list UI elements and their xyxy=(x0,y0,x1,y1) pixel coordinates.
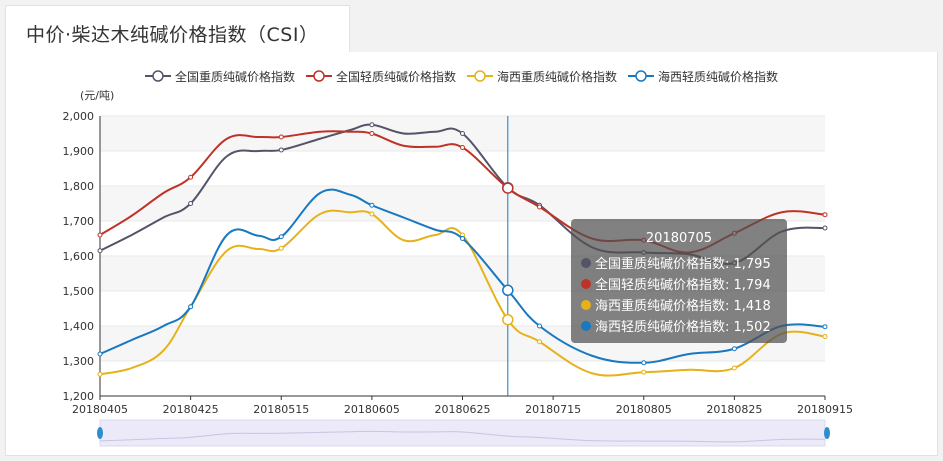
data-point[interactable] xyxy=(460,145,465,150)
series-line[interactable] xyxy=(99,209,826,377)
highlight-point[interactable] xyxy=(502,284,514,297)
data-point[interactable] xyxy=(537,339,543,345)
x-tick-label: 20180915 xyxy=(797,403,853,416)
tooltip-row: 海西重质纯碱价格指数: 1,418 xyxy=(581,295,771,314)
x-tick-label: 20180605 xyxy=(344,403,400,416)
data-point[interactable] xyxy=(188,174,194,180)
data-point[interactable] xyxy=(731,365,737,371)
x-tick-label: 20180405 xyxy=(72,403,128,416)
data-point[interactable] xyxy=(97,371,103,377)
legend-label: 全国轻质纯碱价格指数 xyxy=(336,69,457,84)
legend-item-haixi-heavy[interactable]: 海西重质纯碱价格指数 xyxy=(467,66,617,86)
y-axis-label: (元/吨) xyxy=(80,89,114,102)
data-point[interactable] xyxy=(641,360,647,366)
tooltip-row: 海西轻质纯碱价格指数: 1,502 xyxy=(581,316,771,335)
series-dot-icon xyxy=(581,257,591,268)
legend-item-national-heavy[interactable]: 全国重质纯碱价格指数 xyxy=(145,66,295,86)
data-point[interactable] xyxy=(278,234,284,240)
data-point[interactable] xyxy=(369,211,375,217)
chart-title: 中价·柴达木纯碱价格指数（CSI） xyxy=(26,24,319,46)
tooltip-row: 全国重质纯碱价格指数: 1,795 xyxy=(581,253,771,272)
data-point[interactable] xyxy=(369,131,375,136)
legend-label: 海西轻质纯碱价格指数 xyxy=(658,69,779,84)
legend: 全国重质纯碱价格指数 全国轻质纯碱价格指数 海西重质纯碱价格指数 海西轻质纯碱价… xyxy=(0,66,943,86)
legend-label: 海西重质纯碱价格指数 xyxy=(497,69,618,84)
data-point[interactable] xyxy=(822,212,828,218)
chart-tab[interactable]: 中价·柴达木纯碱价格指数（CSI） xyxy=(5,5,350,53)
zoom-handle-left[interactable] xyxy=(97,427,103,439)
data-point[interactable] xyxy=(369,202,375,208)
data-point[interactable] xyxy=(822,334,828,339)
y-tick-label: 2,000 xyxy=(63,110,95,123)
y-tick-label: 1,900 xyxy=(63,145,95,158)
x-tick-label: 20180805 xyxy=(616,403,672,416)
tooltip-value: 海西轻质纯碱价格指数: 1,502 xyxy=(595,320,771,335)
y-tick-label: 1,400 xyxy=(63,320,95,333)
zoom-handle-right[interactable] xyxy=(824,427,830,439)
data-point[interactable] xyxy=(731,346,737,352)
y-tick-label: 1,200 xyxy=(63,390,95,403)
data-point[interactable] xyxy=(460,236,465,241)
data-point[interactable] xyxy=(537,204,543,210)
highlight-point[interactable] xyxy=(502,182,514,194)
data-point[interactable] xyxy=(537,323,543,329)
legend-label: 全国重质纯碱价格指数 xyxy=(175,69,296,84)
data-point[interactable] xyxy=(278,134,284,140)
data-point[interactable] xyxy=(822,225,828,231)
data-point[interactable] xyxy=(822,324,828,330)
legend-item-haixi-light[interactable]: 海西轻质纯碱价格指数 xyxy=(628,66,778,86)
legend-item-national-light[interactable]: 全国轻质纯碱价格指数 xyxy=(306,66,456,86)
tooltip-value: 海西重质纯碱价格指数: 1,418 xyxy=(595,299,771,314)
y-tick-label: 1,300 xyxy=(63,355,95,368)
y-tick-label: 1,500 xyxy=(63,285,95,298)
tooltip-value: 全国重质纯碱价格指数: 1,795 xyxy=(595,257,771,272)
x-tick-label: 20180425 xyxy=(163,403,219,416)
grid-band xyxy=(100,186,825,221)
x-tick-label: 20180825 xyxy=(706,403,762,416)
data-point[interactable] xyxy=(97,248,103,254)
series-dot-icon xyxy=(581,299,591,310)
y-tick-label: 1,700 xyxy=(63,215,95,228)
series-line[interactable] xyxy=(99,188,826,364)
data-point[interactable] xyxy=(97,232,103,238)
tooltip-value: 全国轻质纯碱价格指数: 1,794 xyxy=(595,278,771,293)
zoom-preview-line xyxy=(99,430,826,443)
y-tick-label: 1,800 xyxy=(63,180,95,193)
series-dot-icon xyxy=(581,320,591,331)
highlight-point[interactable] xyxy=(502,313,514,326)
data-point[interactable] xyxy=(278,147,284,153)
data-point[interactable] xyxy=(97,351,103,357)
y-tick-label: 1,600 xyxy=(63,250,95,263)
grid-band xyxy=(100,151,825,186)
x-tick-label: 20180715 xyxy=(525,403,581,416)
tooltip-date: 20180705 xyxy=(645,231,713,246)
x-tick-label: 20180625 xyxy=(435,403,491,416)
data-point[interactable] xyxy=(641,369,647,375)
data-point[interactable] xyxy=(188,201,194,206)
tooltip-row: 全国轻质纯碱价格指数: 1,794 xyxy=(581,274,771,293)
grid-band xyxy=(100,361,825,396)
data-point[interactable] xyxy=(278,245,284,251)
x-tick-label: 20180515 xyxy=(253,403,309,416)
tooltip: 20180705 全国重质纯碱价格指数: 1,795 全国轻质纯碱价格指数: 1… xyxy=(571,219,787,343)
data-point[interactable] xyxy=(369,122,375,128)
data-point[interactable] xyxy=(188,304,194,310)
data-point[interactable] xyxy=(460,131,465,136)
series-dot-icon xyxy=(581,278,591,289)
